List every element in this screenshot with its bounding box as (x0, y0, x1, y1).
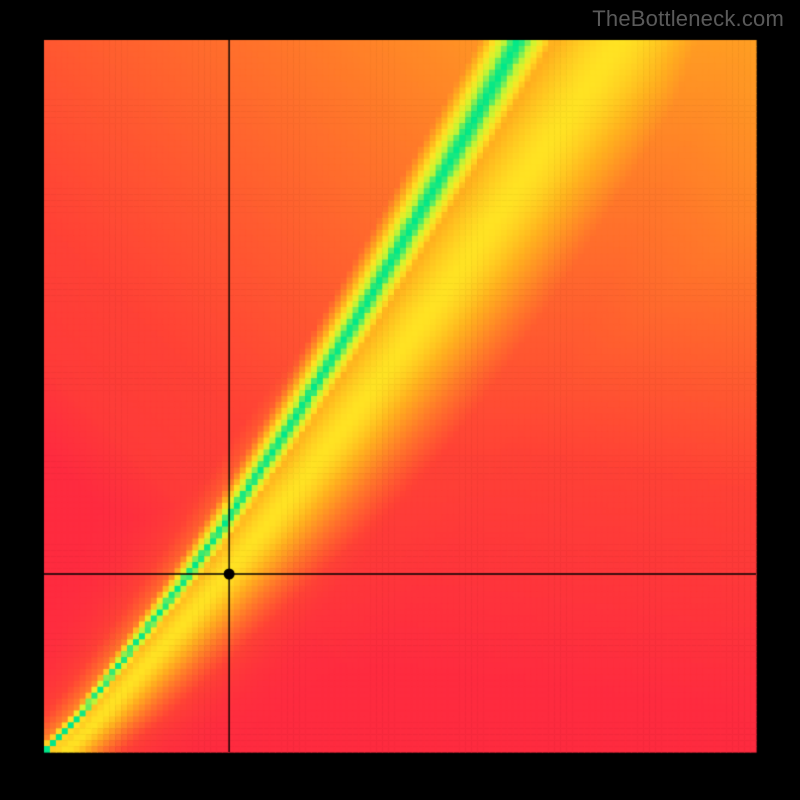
bottleneck-heatmap (0, 0, 800, 800)
chart-container: { "watermark": "TheBottleneck.com", "cha… (0, 0, 800, 800)
watermark-label: TheBottleneck.com (592, 6, 784, 32)
